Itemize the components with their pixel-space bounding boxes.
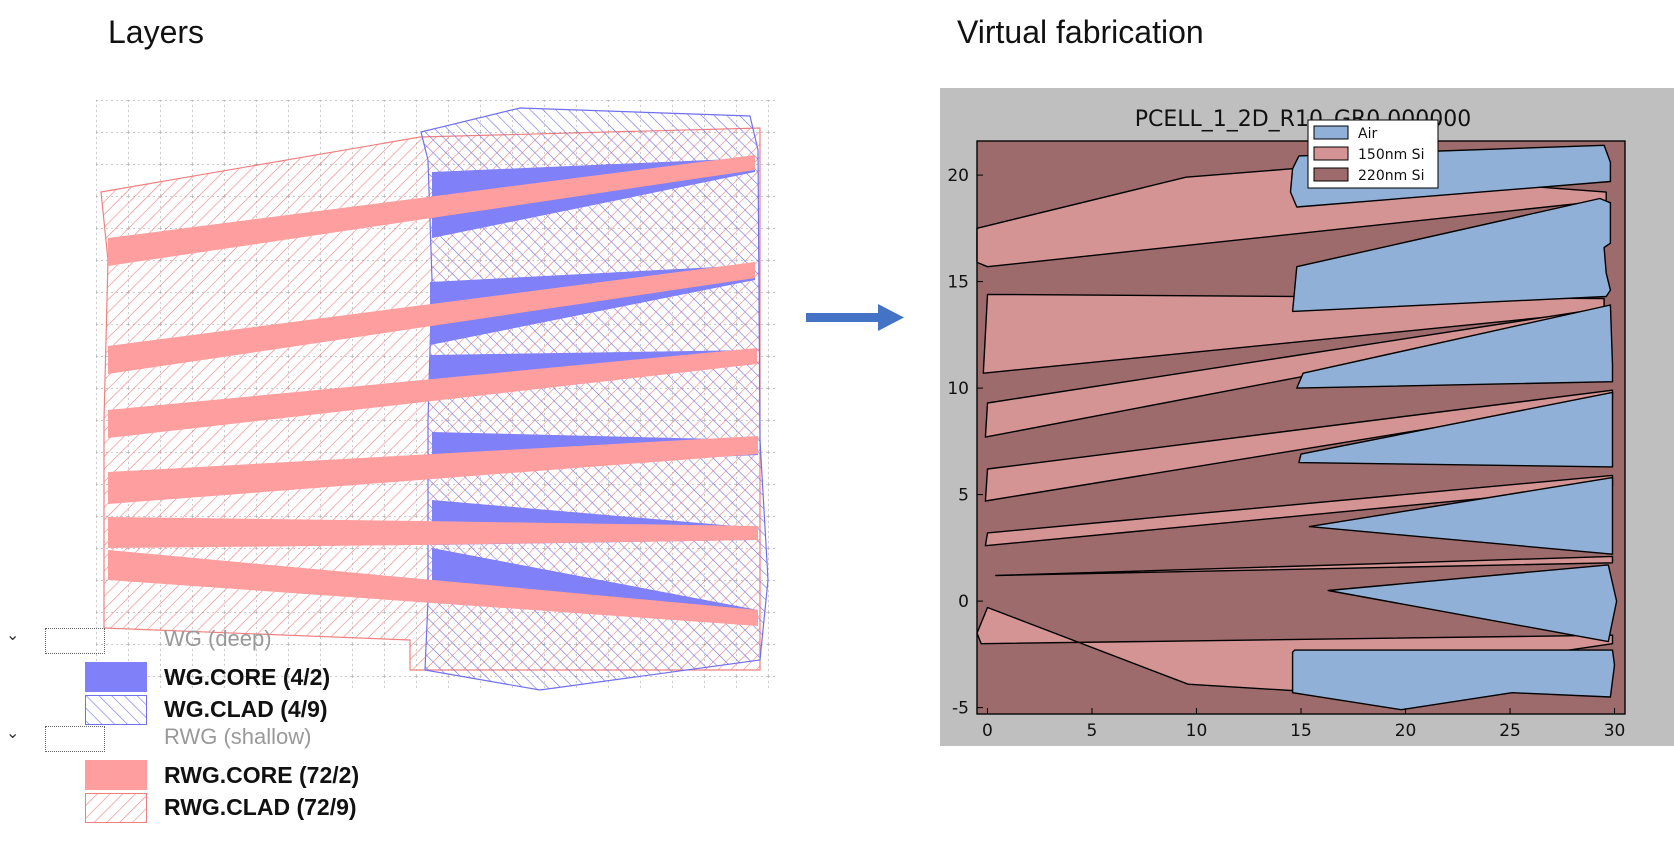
legend-label: 220nm Si — [1358, 168, 1424, 184]
legend-swatch — [1313, 125, 1349, 140]
legend-label: 150nm Si — [1358, 147, 1424, 163]
air-region — [1327, 564, 1618, 643]
rwg-core-shape — [108, 550, 758, 626]
x-tick-label: 30 — [1604, 721, 1626, 741]
rwg-core-shape — [108, 262, 755, 374]
wg-clad-swatch — [85, 695, 147, 725]
layer-label: RWG.CLAD (72/9) — [164, 794, 357, 820]
legend-swatch — [1313, 167, 1349, 182]
y-tick-label: 15 — [947, 273, 969, 293]
si150-region — [995, 555, 1614, 577]
si150-region — [976, 606, 1614, 692]
rwg-core-group — [108, 155, 758, 626]
legend-label: Air — [1358, 126, 1377, 142]
x-tick-label: 5 — [1087, 721, 1098, 741]
x-tick-label: 10 — [1186, 721, 1208, 741]
rwg-core-shape — [108, 348, 757, 438]
group-visibility-box[interactable] — [45, 628, 105, 654]
air-region — [1291, 197, 1612, 313]
group-label: WG (deep) — [164, 626, 272, 651]
air-region — [1308, 476, 1614, 555]
air-region — [1296, 304, 1614, 389]
rwg-core-shape — [108, 517, 758, 548]
chevron-down-icon[interactable]: ⌄ — [6, 725, 20, 742]
layer-label: WG.CORE (4/2) — [164, 664, 331, 690]
layers-heading: Layers — [108, 14, 205, 50]
arrow-icon — [806, 304, 904, 331]
rwg-core-shape — [108, 155, 755, 266]
wg-core-swatch — [85, 662, 147, 692]
x-tick-label: 15 — [1290, 721, 1312, 741]
chevron-down-icon[interactable]: ⌄ — [6, 627, 20, 644]
layout-view[interactable] — [0, 0, 790, 700]
group-visibility-box[interactable] — [45, 726, 105, 752]
y-tick-label: 20 — [947, 166, 969, 186]
fabrication-plot-frame: PCELL_1_2D_R10_GR0.000000 0 5 10 15 20 25 30 -5… — [940, 88, 1674, 746]
virtual-fabrication-heading: Virtual fabrication — [957, 14, 1204, 50]
x-tick-label: 25 — [1499, 721, 1521, 741]
rwg-core-shape — [108, 436, 758, 504]
y-tick-label: -5 — [952, 699, 969, 719]
air-region — [1298, 391, 1614, 468]
legend-swatch — [1313, 146, 1349, 161]
air-region — [1291, 649, 1616, 711]
wg-core-shape — [432, 548, 758, 620]
y-tick-label: 0 — [958, 592, 969, 612]
y-tick-label: 5 — [958, 486, 969, 506]
x-tick-label: 0 — [982, 721, 993, 741]
plot-legend: Air 150nm Si 220nm Si — [1307, 119, 1439, 189]
y-tick-label: 10 — [947, 379, 969, 399]
x-tick-label: 20 — [1395, 721, 1417, 741]
rwg-clad-swatch — [85, 793, 147, 823]
layer-label: WG.CLAD (4/9) — [164, 696, 328, 722]
group-label: RWG (shallow) — [164, 724, 312, 749]
rwg-core-swatch — [85, 760, 147, 790]
fabrication-plot[interactable]: PCELL_1_2D_R10_GR0.000000 0 5 10 15 20 25 30-5… — [940, 88, 1674, 746]
layer-label: RWG.CORE (72/2) — [164, 762, 360, 788]
